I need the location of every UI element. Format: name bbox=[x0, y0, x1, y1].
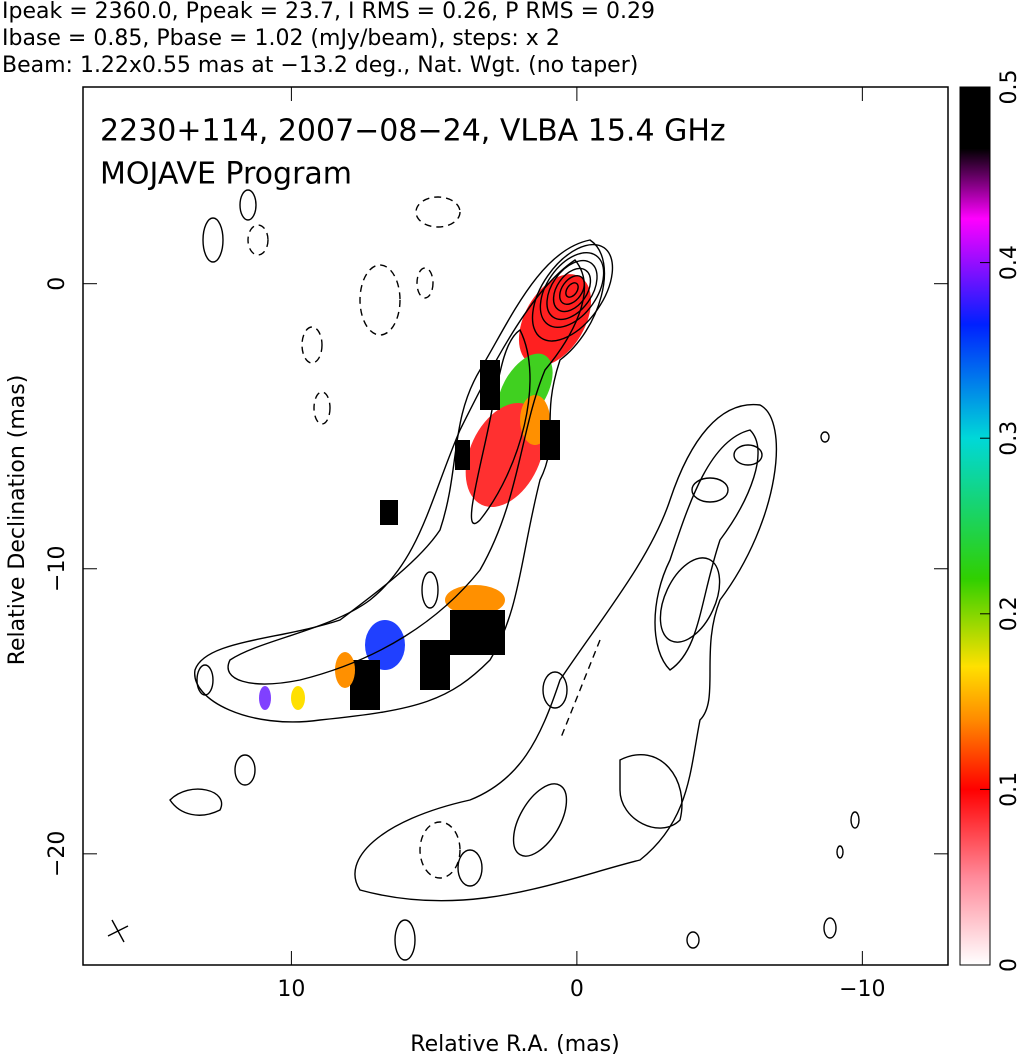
x-tick-label: −10 bbox=[839, 977, 885, 1002]
annotation: 2230+114, 2007−08−24, VLBA 15.4 GHz bbox=[100, 114, 726, 149]
x-tick-label: 10 bbox=[277, 977, 305, 1002]
colorbar-tick-label: 0.2 bbox=[997, 596, 1022, 631]
map bbox=[107, 189, 860, 961]
y-tick-label: −10 bbox=[45, 546, 70, 592]
title-line: Ibase = 0.85, Pbase = 1.02 (mJy/beam), s… bbox=[2, 26, 560, 51]
y-tick-label: 0 bbox=[45, 277, 70, 291]
colorbar-tick-label: 0.3 bbox=[997, 421, 1022, 456]
y-tick-label: −20 bbox=[45, 831, 70, 877]
title-line: Ipeak = 2360.0, Ppeak = 23.7, I RMS = 0.… bbox=[2, 0, 655, 24]
colorbar-tick-label: 0.5 bbox=[997, 70, 1022, 105]
colorbar-tick-label: 0.1 bbox=[997, 772, 1022, 807]
x-tick-label: 0 bbox=[570, 977, 584, 1002]
x-axis-label: Relative R.A. (mas) bbox=[410, 1032, 619, 1057]
colorbar-tick-label: 0 bbox=[997, 958, 1022, 972]
colorbar bbox=[959, 86, 991, 966]
annotation: MOJAVE Program bbox=[100, 157, 352, 192]
plot-frame bbox=[82, 86, 949, 966]
colorbar-tick-label: 0.4 bbox=[997, 245, 1022, 280]
y-axis-label: Relative Declination (mas) bbox=[5, 375, 30, 666]
title-line: Beam: 1.22x0.55 mas at −13.2 deg., Nat. … bbox=[2, 53, 638, 78]
